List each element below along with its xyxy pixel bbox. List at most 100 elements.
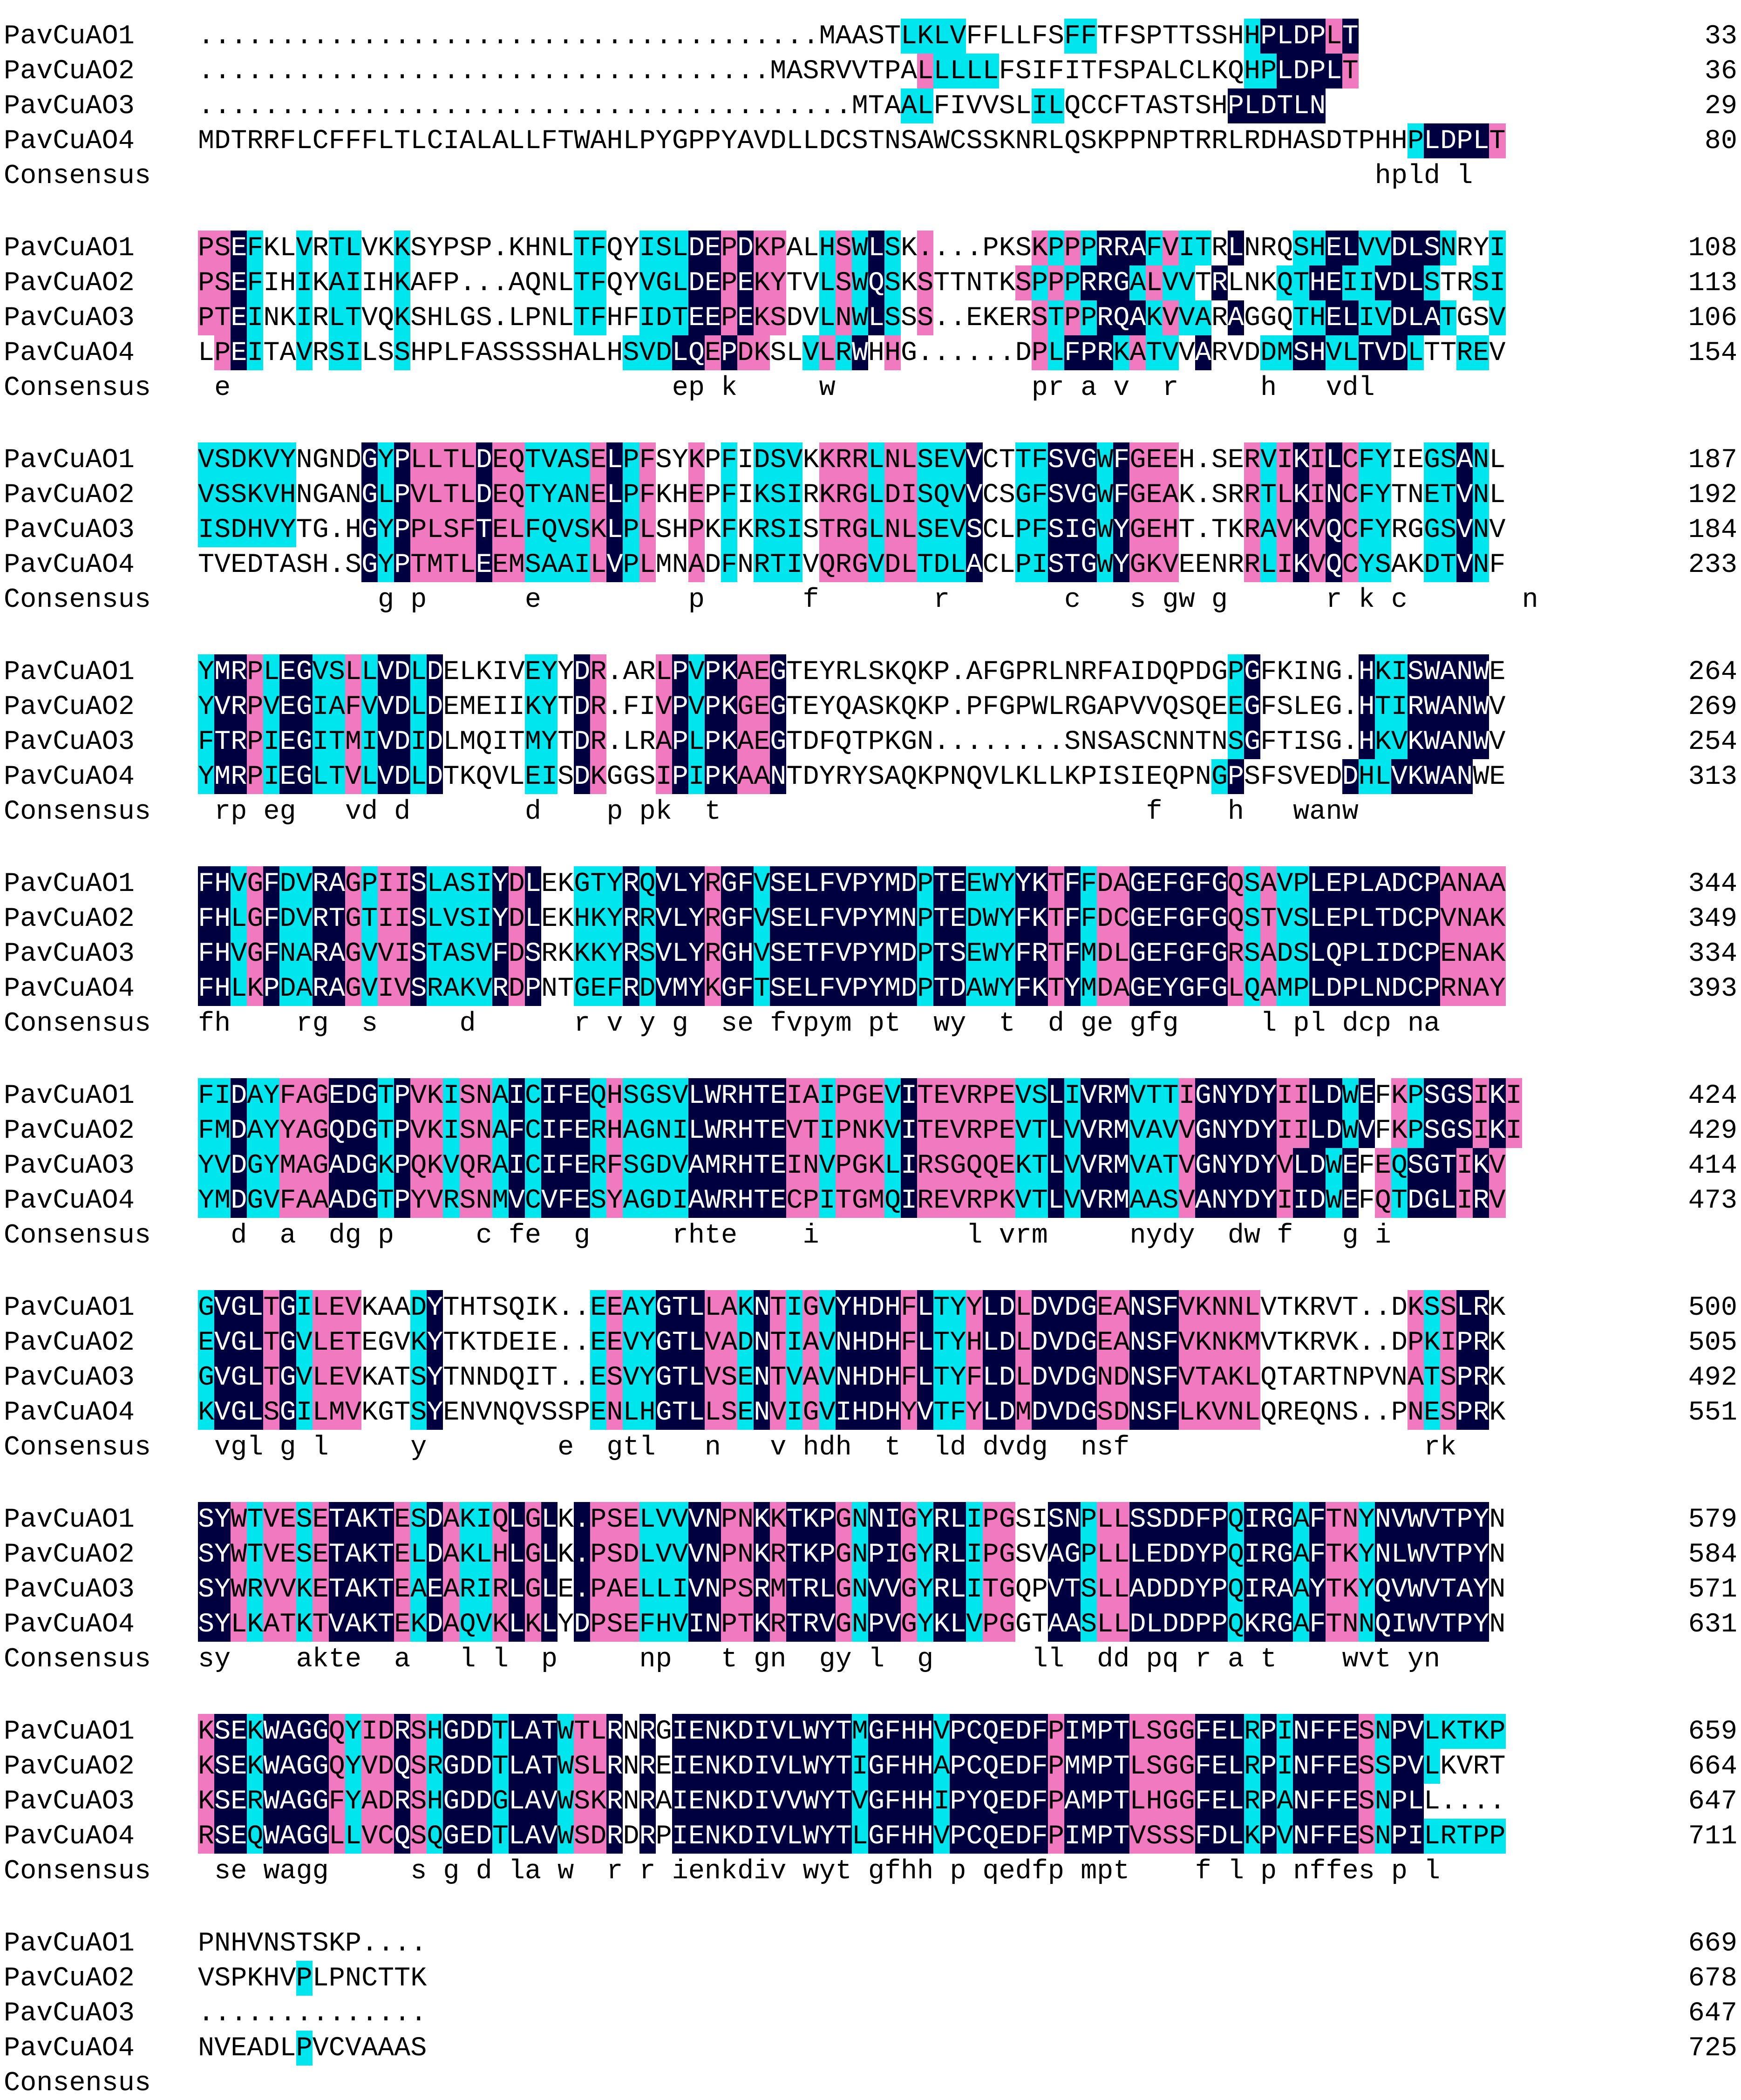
residue: P xyxy=(1081,1537,1097,1572)
residue: S xyxy=(410,901,427,936)
residue: . xyxy=(492,20,509,52)
residue: Y xyxy=(819,1749,836,1784)
sequence-residues: SYWRVVKETAKTEAEARIRLGLE.PAELLIVNPSRMTRLG… xyxy=(198,1572,1506,1607)
residue: R xyxy=(443,1183,460,1218)
residue: . xyxy=(296,90,313,122)
residue: M xyxy=(1081,971,1097,1006)
residue: . xyxy=(754,90,770,122)
sequence-residues: YMRPIEGLTVLVDLDTKQVLEISDKGGSIPIPKAANTDYR… xyxy=(198,759,1506,794)
residue: E xyxy=(1146,936,1163,971)
residue: G xyxy=(312,1113,329,1148)
residue: K xyxy=(1293,1327,1310,1358)
residue: W xyxy=(1097,442,1113,477)
residue: F xyxy=(1097,55,1114,87)
residue: e xyxy=(345,1644,361,1675)
residue: W xyxy=(1473,689,1489,724)
residue: h xyxy=(835,1432,852,1463)
residue: V xyxy=(819,1395,836,1430)
residue: E xyxy=(999,1819,1015,1854)
residue xyxy=(329,1006,345,1041)
residue: S xyxy=(1015,1504,1032,1535)
residue: S xyxy=(802,514,819,545)
residue: L xyxy=(459,477,476,512)
sequence-residues: SYWTVESETAKTESDAKIQLGLK.PSELVVVNPNKKTKPG… xyxy=(198,1502,1506,1537)
residue: E xyxy=(966,302,983,333)
residue: S xyxy=(1064,726,1081,757)
residue: L xyxy=(1391,1537,1408,1572)
residue: A xyxy=(394,1292,411,1323)
residue: K xyxy=(198,1714,214,1749)
residue: V xyxy=(1064,1113,1081,1148)
residue: L xyxy=(933,54,950,88)
residue xyxy=(623,158,639,193)
residue xyxy=(1146,158,1162,193)
residue: T xyxy=(1113,1749,1129,1784)
sequence-row: PavCuAO2 EVGLTGVLETEGVKYTKTDEIE..EEVYGTLV… xyxy=(0,1325,1741,1360)
residue xyxy=(509,582,525,617)
residue: D xyxy=(754,442,770,477)
residue: K xyxy=(459,1502,476,1537)
residue: F xyxy=(1064,936,1081,971)
residue: T xyxy=(476,512,492,547)
residue: S xyxy=(737,1572,754,1607)
residue: P xyxy=(1097,1784,1113,1819)
residue: h xyxy=(214,1008,231,1039)
residue: F xyxy=(1195,1784,1211,1819)
residue: I xyxy=(1293,726,1310,757)
residue: L xyxy=(639,1502,656,1537)
residue: Y xyxy=(214,1607,231,1642)
residue xyxy=(656,1430,672,1465)
residue xyxy=(574,1642,590,1677)
residue xyxy=(754,1430,770,1465)
residue: S xyxy=(1309,726,1326,757)
residue: Y xyxy=(819,656,836,687)
residue: L xyxy=(688,1113,705,1148)
residue: D xyxy=(378,1749,394,1784)
sequence-residues: GVGLTGVLEVKATSYTNNDQIT..ESVYGTLVSENTVAVN… xyxy=(198,1360,1506,1395)
residue: . xyxy=(1342,691,1359,722)
residue xyxy=(378,158,394,193)
residue: L xyxy=(279,232,296,264)
residue: C xyxy=(982,479,999,510)
residue: P xyxy=(1129,125,1146,156)
residue: Y xyxy=(279,1113,296,1148)
residue xyxy=(263,158,279,193)
residue: T xyxy=(1047,866,1064,901)
residue: T xyxy=(1440,1537,1456,1572)
residue xyxy=(656,1218,672,1253)
residue: . xyxy=(966,232,983,264)
residue: Q xyxy=(1227,1572,1244,1607)
residue: A xyxy=(263,1607,279,1642)
residue: Q xyxy=(1227,1607,1244,1642)
residue: A xyxy=(1440,759,1456,794)
residue: R xyxy=(263,125,280,156)
sequence-name: PavCuAO1 xyxy=(4,20,135,52)
residue: S xyxy=(1342,1397,1359,1428)
residue: P xyxy=(1456,1502,1473,1537)
residue: P xyxy=(982,1537,999,1572)
residue xyxy=(476,582,492,617)
residue: H xyxy=(1244,54,1260,88)
residue: . xyxy=(819,90,836,122)
residue: C xyxy=(328,2032,345,2064)
residue xyxy=(296,370,313,405)
residue: r xyxy=(933,584,950,615)
residue xyxy=(361,1642,378,1677)
residue: F xyxy=(1081,866,1097,901)
residue: N xyxy=(1129,1325,1146,1360)
residue: F xyxy=(1162,936,1179,971)
residue: D xyxy=(999,1395,1015,1430)
residue: G xyxy=(1211,866,1228,901)
residue: K xyxy=(721,1784,737,1819)
residue: . xyxy=(508,90,525,122)
residue: K xyxy=(1031,231,1048,265)
residue: T xyxy=(786,656,803,687)
residue xyxy=(884,582,901,617)
residue: K xyxy=(1195,1395,1211,1430)
residue: k xyxy=(1358,584,1375,615)
residue xyxy=(1097,794,1113,829)
residue: F xyxy=(1031,477,1048,512)
residue: . xyxy=(770,20,787,52)
residue: Y xyxy=(966,1395,983,1430)
residue: T xyxy=(1081,55,1097,87)
